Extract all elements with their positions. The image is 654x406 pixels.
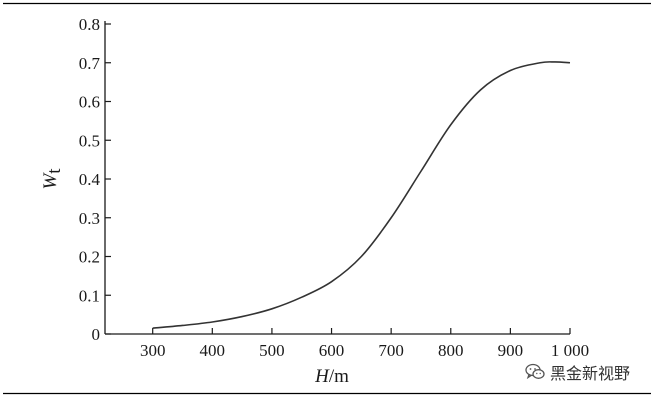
x-tick-label: 400 bbox=[200, 341, 226, 360]
x-tick-label: 600 bbox=[319, 341, 345, 360]
x-tick-label: 500 bbox=[259, 341, 285, 360]
frame-rules bbox=[3, 2, 651, 395]
y-tick-label: 0 bbox=[92, 325, 101, 344]
y-tick-label: 0.4 bbox=[79, 170, 101, 189]
y-tick-label: 0.2 bbox=[79, 248, 100, 267]
wechat-icon bbox=[525, 363, 545, 380]
x-tick-label: 1 000 bbox=[551, 341, 589, 360]
y-tick-label: 0.8 bbox=[79, 15, 100, 34]
y-axis-label: Wt bbox=[40, 168, 65, 190]
y-tick-label: 0.3 bbox=[79, 209, 100, 228]
series-line bbox=[152, 61, 571, 329]
watermark-text: 黑金新视野 bbox=[550, 364, 631, 383]
x-axis-label: H/m bbox=[314, 366, 349, 387]
watermark: 黑金新视野 bbox=[525, 360, 630, 384]
series-group bbox=[152, 61, 571, 329]
y-tick-label: 0.5 bbox=[79, 131, 100, 150]
x-tick-label: 700 bbox=[378, 341, 404, 360]
y-tick-label: 0.6 bbox=[79, 93, 100, 112]
x-tick-label: 800 bbox=[438, 341, 464, 360]
axes: 0 0.1 0.2 0.3 0.4 0.5 0.6 0.7 0.8 300 400 500 600 700… bbox=[79, 15, 589, 360]
y-tick-label: 0.1 bbox=[79, 286, 100, 305]
x-tick-label: 300 bbox=[140, 341, 166, 360]
y-tick-label: 0.7 bbox=[79, 54, 101, 73]
x-tick-label: 900 bbox=[498, 341, 524, 360]
axis-labels: H/m Wt bbox=[40, 168, 349, 387]
